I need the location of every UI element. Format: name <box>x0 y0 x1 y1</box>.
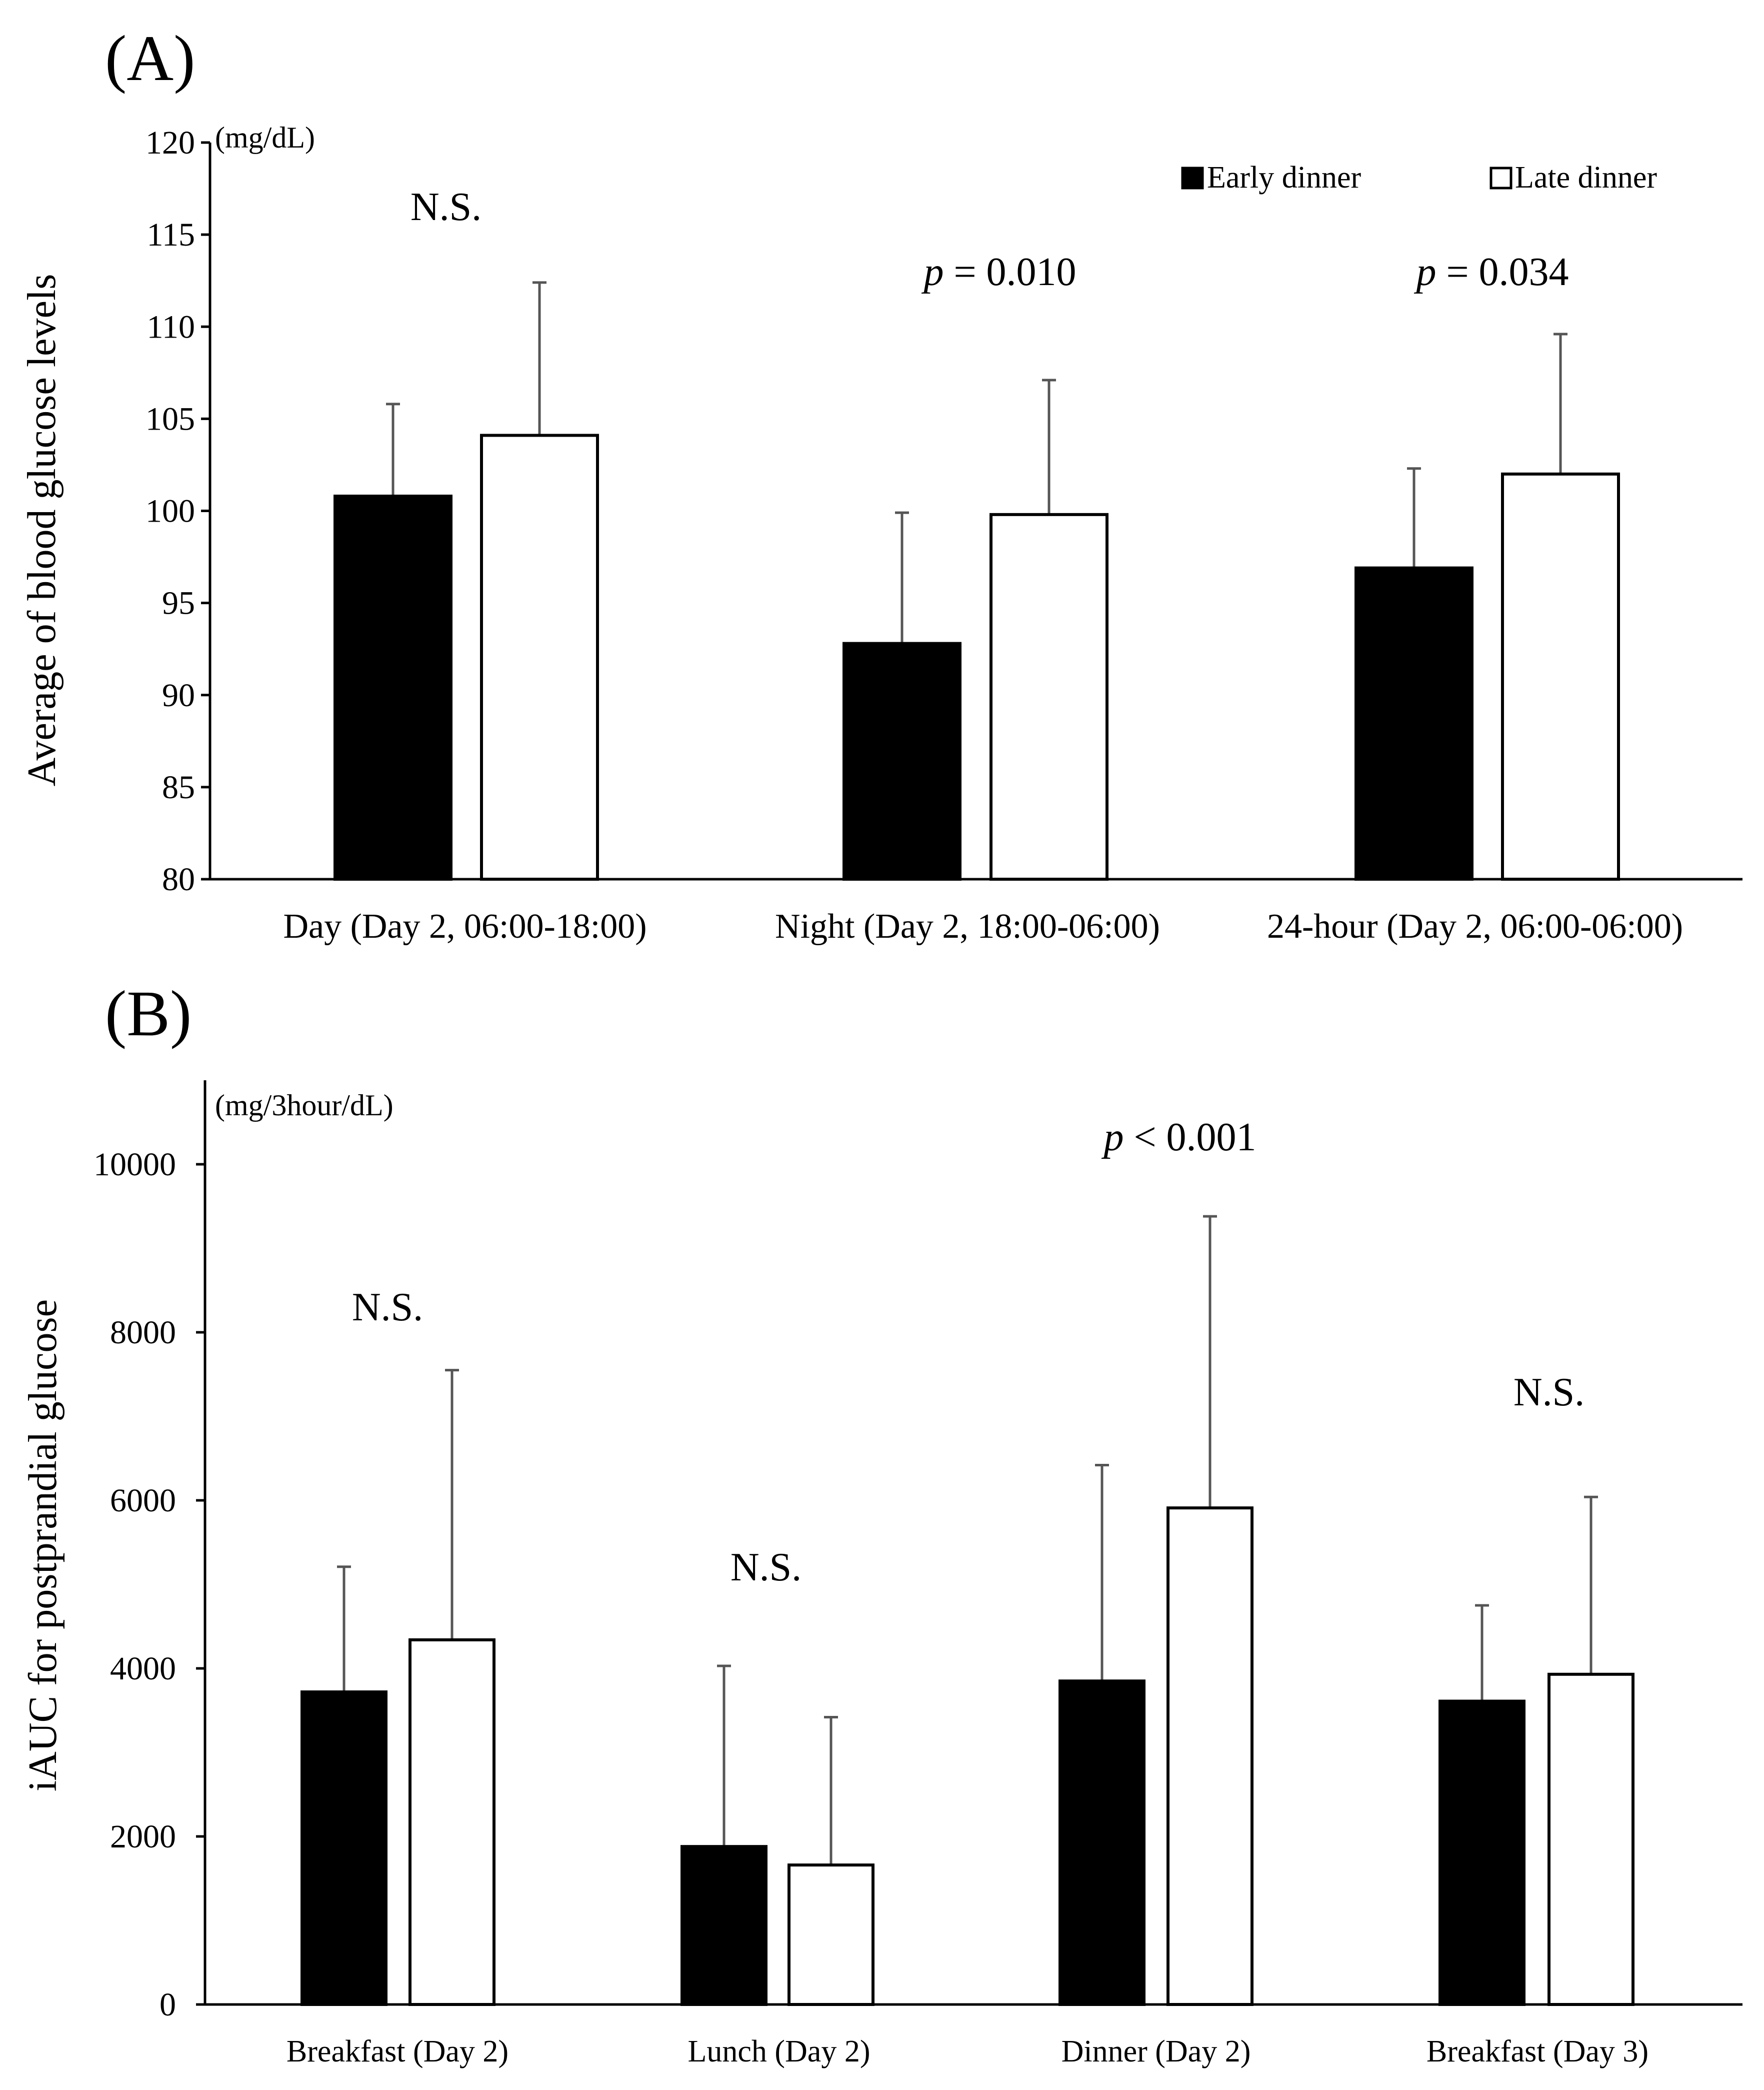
panel-b-bar-early-dinner <box>300 1690 388 2006</box>
panel-b-category-labels: Breakfast (Day 2) Lunch (Day 2) Dinner (… <box>286 2034 1648 2068</box>
panel-a-label: (A) <box>105 23 195 95</box>
panel-a: (A) (mg/dL) Average of blood glucose lev… <box>20 23 1742 946</box>
panel-a-y-tick-label: 110 <box>146 309 195 345</box>
panel-a-category-24-hour: 24-hour (Day 2, 06:00-06:00) <box>1267 907 1683 946</box>
panel-b-bar-early-dinner <box>680 1845 768 2006</box>
panel-b-label: (B) <box>105 978 192 1050</box>
panel-b-bar-late-dinner <box>1548 1672 1634 2006</box>
panel-b-y-tick-label: 2000 <box>110 1818 176 1855</box>
panel-a-bar-early-dinner <box>1354 566 1474 881</box>
panel-a-category-labels: Day (Day 2, 06:00-18:00) Night (Day 2, 1… <box>283 907 1683 946</box>
panel-a-annotation-day: N.S. <box>410 185 482 229</box>
panel-a-y-tick-label: 80 <box>162 861 195 898</box>
panel-a-y-tick-label: 90 <box>162 677 195 714</box>
panel-a-unit: (mg/dL) <box>215 121 315 154</box>
panel-a-bar-late-dinner <box>1501 472 1620 881</box>
legend-early-swatch <box>1181 167 1204 190</box>
panel-b: (B) (mg/3hour/dL) iAUC for postprandial … <box>21 978 1742 2068</box>
panel-b-category-breakfast-day2: Breakfast (Day 2) <box>286 2034 508 2068</box>
panel-b-annotation-breakfast-day2: N.S. <box>352 1285 423 1329</box>
panel-a-y-tick-label: 115 <box>146 217 195 253</box>
panel-a-bar-late-dinner <box>990 513 1108 881</box>
panel-b-bar-late-dinner <box>408 1638 496 2006</box>
panel-b-unit: (mg/3hour/dL) <box>215 1089 394 1122</box>
panel-a-bar-early-dinner <box>334 495 452 881</box>
panel-b-y-tick-label: 0 <box>160 1986 176 2023</box>
panel-a-y-tick-label: 100 <box>146 493 195 530</box>
panel-b-bars <box>300 1215 1634 2006</box>
panel-b-y-axis-label: iAUC for postprandial glucose <box>21 1299 65 1791</box>
panel-a-bars <box>334 281 1620 881</box>
panel-a-category-night: Night (Day 2, 18:00-06:00) <box>775 907 1160 946</box>
panel-b-annotation-dinner-day2: p < 0.001 <box>1101 1115 1256 1159</box>
panel-a-y-axis-label: Average of blood glucose levels <box>20 274 64 787</box>
panel-a-axes: 80 85 90 95 100 105 110 115 120 <box>146 125 1742 898</box>
legend-late-swatch <box>1490 167 1512 190</box>
legend: Early dinner Late dinner <box>1181 161 1657 195</box>
panel-b-y-tick-label: 6000 <box>110 1482 176 1519</box>
panel-b-annotation-breakfast-day3: N.S. <box>1514 1370 1584 1414</box>
panel-b-y-tick-label: 8000 <box>110 1314 176 1351</box>
panel-b-bar-late-dinner <box>1166 1506 1254 2006</box>
panel-b-bar-early-dinner <box>1438 1699 1526 2006</box>
panel-b-y-tick-label: 10000 <box>94 1146 176 1183</box>
panel-a-y-tick-label: 95 <box>162 585 195 622</box>
panel-b-category-lunch-day2: Lunch (Day 2) <box>688 2034 870 2068</box>
panel-a-annotation-24-hour: p = 0.034 <box>1414 250 1568 294</box>
panel-a-y-tick-label: 85 <box>162 769 195 806</box>
panel-a-annotations: N.S. p = 0.010 p = 0.034 <box>410 185 1569 294</box>
panel-a-y-tick-label: 120 <box>146 125 195 161</box>
panel-a-category-day: Day (Day 2, 06:00-18:00) <box>283 907 646 946</box>
panel-b-bar-late-dinner <box>788 1863 874 2006</box>
panel-b-annotations: N.S. N.S. p < 0.001 N.S. <box>352 1115 1584 1589</box>
panel-a-bar-early-dinner <box>842 642 962 881</box>
panel-a-y-tick-label: 105 <box>146 401 195 437</box>
panel-b-bar-early-dinner <box>1058 1679 1146 2006</box>
panel-b-category-breakfast-day3: Breakfast (Day 3) <box>1426 2034 1648 2068</box>
panel-a-annotation-night: p = 0.010 <box>921 250 1076 294</box>
legend-late-label: Late dinner <box>1515 161 1657 195</box>
legend-early-label: Early dinner <box>1207 161 1362 195</box>
panel-b-y-tick-label: 4000 <box>110 1650 176 1687</box>
panel-b-category-dinner-day2: Dinner (Day 2) <box>1062 2034 1251 2068</box>
panel-b-annotation-lunch-day2: N.S. <box>730 1545 802 1589</box>
panel-a-bar-late-dinner <box>480 434 599 881</box>
